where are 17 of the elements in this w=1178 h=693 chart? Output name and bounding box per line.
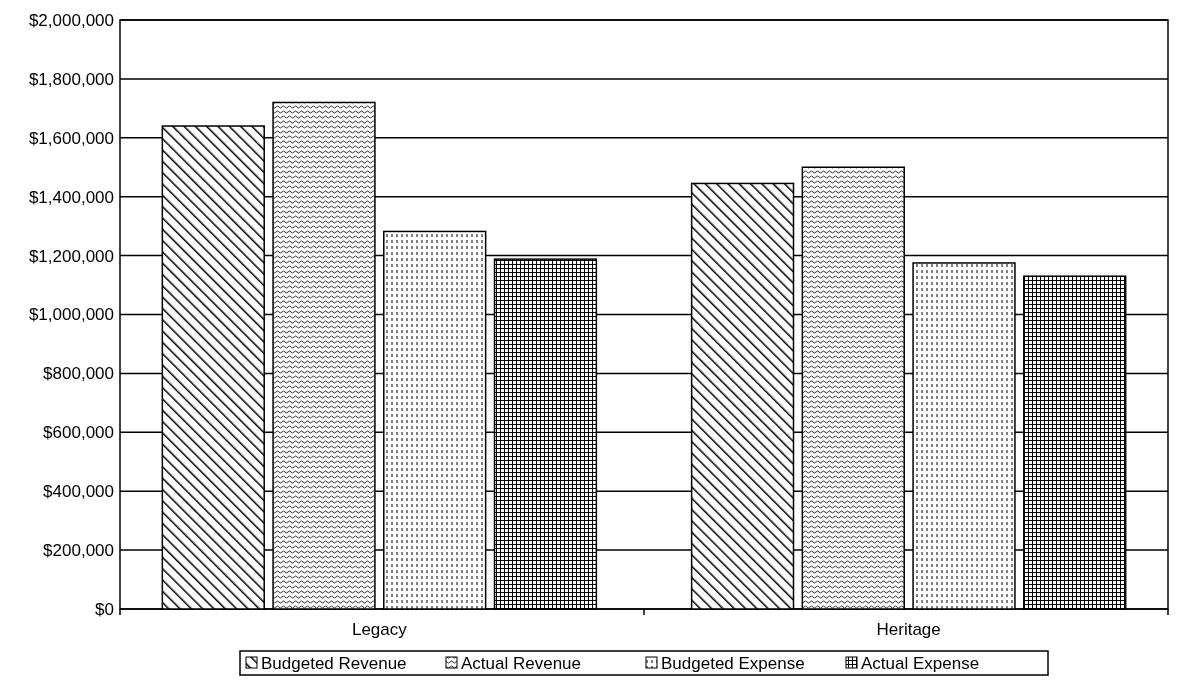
y-tick-label: $200,000 bbox=[43, 541, 114, 561]
y-tick-label: $1,800,000 bbox=[28, 69, 114, 89]
legend-label: Actual Expense bbox=[861, 653, 980, 673]
y-tick-label: $1,600,000 bbox=[28, 128, 114, 148]
legend-label: Budgeted Revenue bbox=[261, 653, 407, 673]
y-tick-label: $1,000,000 bbox=[28, 305, 114, 325]
y-tick-label: $600,000 bbox=[43, 423, 114, 443]
x-tick-label: Legacy bbox=[351, 620, 408, 639]
y-tick-label: $1,400,000 bbox=[28, 187, 114, 207]
y-tick-label: $1,200,000 bbox=[28, 246, 114, 266]
y-tick-label: $0 bbox=[95, 599, 114, 619]
legend-label: Actual Revenue bbox=[461, 653, 582, 673]
y-tick-label: $2,000,000 bbox=[28, 10, 114, 30]
y-tick-label: $400,000 bbox=[43, 482, 114, 502]
legend-label: Budgeted Expense bbox=[661, 653, 805, 673]
x-tick-label: Heritage bbox=[876, 620, 941, 639]
y-tick-label: $800,000 bbox=[43, 364, 114, 384]
